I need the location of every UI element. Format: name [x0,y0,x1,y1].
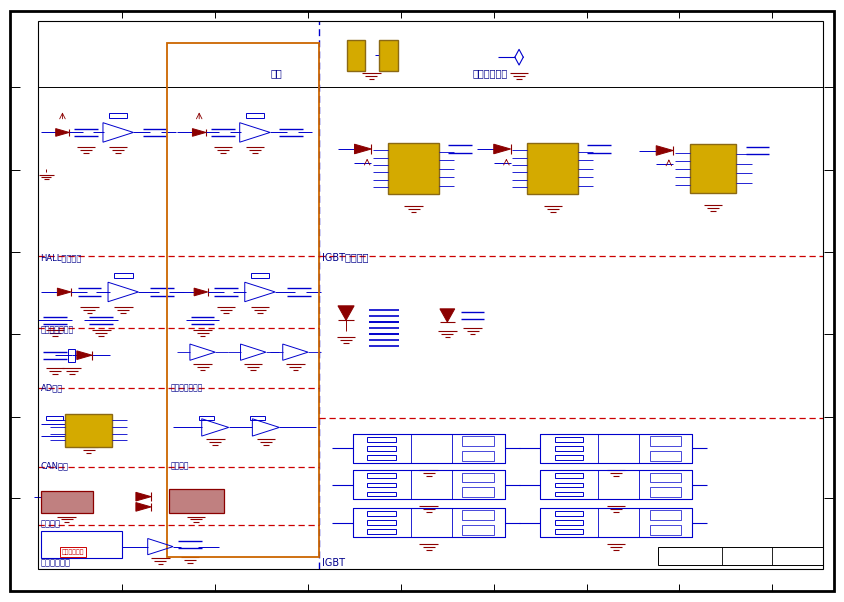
Bar [540,470,692,499]
Text: 外部电位器滤波: 外部电位器滤波 [170,383,203,393]
Bar [367,530,396,533]
Bar [367,511,396,515]
Bar [555,520,583,524]
Polygon shape [77,351,92,359]
Polygon shape [56,129,69,136]
Bar [353,508,410,537]
Bar [650,510,681,520]
Text: 频率和温计算: 频率和温计算 [62,549,84,555]
Bar [367,447,396,450]
Text: 插针: 插针 [270,68,282,78]
Bar [367,437,396,442]
Bar [650,525,681,535]
Bar [639,470,692,499]
Text: IGBT驱动芯片: IGBT驱动芯片 [322,252,369,262]
Bar [167,43,319,557]
Bar [540,508,692,537]
Bar [367,455,396,460]
Polygon shape [136,492,151,501]
Bar [452,470,505,499]
Polygon shape [338,306,354,320]
Bar [540,434,598,463]
Bar [367,520,396,524]
Text: AD基准: AD基准 [41,383,62,393]
Bar [246,113,264,118]
Polygon shape [57,288,71,296]
Bar [452,434,505,463]
Bar [114,273,133,278]
Bar [555,483,583,486]
Bar [169,489,224,513]
Text: 外部电源接入: 外部电源接入 [473,68,508,78]
Bar [353,508,505,537]
Bar [46,417,63,420]
Bar [41,491,93,513]
Text: 编码器信号输入: 编码器信号输入 [41,325,73,334]
Polygon shape [494,144,511,154]
Bar [650,487,681,497]
Text: IGBT: IGBT [322,557,345,568]
Bar [650,451,681,461]
Bar [353,470,410,499]
Bar [250,417,265,420]
Bar [555,491,583,496]
Text: 反馈控制: 反馈控制 [170,462,189,471]
Polygon shape [192,129,206,136]
Bar [199,417,214,420]
Bar [555,511,583,515]
Bar [463,473,494,482]
Bar [379,40,398,71]
Bar [555,447,583,450]
Bar [347,40,365,71]
Bar [528,143,578,194]
Bar [540,434,692,463]
Bar [388,143,439,194]
Bar [463,451,494,461]
Bar [452,508,505,537]
Bar [68,349,75,362]
Bar [353,434,505,463]
Bar [690,144,736,193]
Text: CAN总线: CAN总线 [41,462,68,471]
Polygon shape [657,146,674,155]
Bar [41,531,122,558]
Bar [353,434,410,463]
Bar [463,525,494,535]
Polygon shape [440,309,455,322]
Bar [463,510,494,520]
Bar [639,434,692,463]
Bar [367,483,396,486]
Text: 电流检测: 电流检测 [41,520,61,529]
Bar [540,470,598,499]
Polygon shape [136,503,151,511]
Bar [555,437,583,442]
Bar [109,113,127,118]
Bar [555,530,583,533]
Bar [555,455,583,460]
Text: HALL信号输入: HALL信号输入 [41,253,82,262]
Bar [463,436,494,446]
Bar [555,473,583,478]
Bar [639,508,692,537]
Bar [540,508,598,537]
Bar [367,473,396,478]
Bar [66,414,111,447]
Bar [367,491,396,496]
Bar [353,470,505,499]
Bar [650,436,681,446]
Polygon shape [194,288,208,296]
Bar [658,547,823,565]
Bar [650,473,681,482]
Text: 电压检测电路: 电压检测电路 [41,559,71,568]
Bar [251,273,269,278]
Bar [463,487,494,497]
Polygon shape [354,144,371,154]
